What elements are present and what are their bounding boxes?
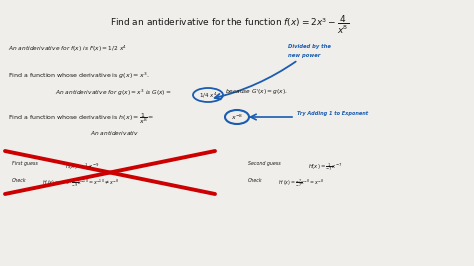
Text: Divided by the: Divided by the bbox=[288, 44, 331, 49]
Text: $x^{-8}$: $x^{-8}$ bbox=[231, 112, 243, 122]
Text: $H'(x) = -9 \cdot \frac{1}{-9}x^{-10} = x^{-10} \neq x^{-8}$: $H'(x) = -9 \cdot \frac{1}{-9}x^{-10} = … bbox=[42, 178, 119, 189]
Text: Try Adding 1 to Exponent: Try Adding 1 to Exponent bbox=[297, 111, 368, 117]
Text: Second guess: Second guess bbox=[248, 161, 281, 166]
Text: Find a function whose derivative is $g(x) = x^3$.: Find a function whose derivative is $g(x… bbox=[8, 71, 149, 81]
Text: First guess: First guess bbox=[12, 161, 38, 166]
Text: Check: Check bbox=[248, 178, 263, 183]
Text: $H(x) = \frac{1}{-7}x^{-7}$: $H(x) = \frac{1}{-7}x^{-7}$ bbox=[308, 161, 342, 173]
Text: $\mathit{because\ G'(x) = g(x).}$: $\mathit{because\ G'(x) = g(x).}$ bbox=[225, 88, 288, 97]
Text: Find an antiderivative for the function $f(x) = 2x^3 - \dfrac{4}{x^8}$: Find an antiderivative for the function … bbox=[110, 14, 349, 36]
Text: new power: new power bbox=[288, 53, 320, 58]
Text: $\mathit{An\ antiderivative\ for\ f(x)\ is\ F(x) = 1/2\ x^4}$: $\mathit{An\ antiderivative\ for\ f(x)\ … bbox=[8, 44, 127, 54]
Text: $H'(x) = \frac{-7}{-7}x^{-8} = x^{-8}$: $H'(x) = \frac{-7}{-7}x^{-8} = x^{-8}$ bbox=[278, 178, 325, 189]
Text: Find a function whose derivative is $h(x) = \dfrac{1}{x^8} = $: Find a function whose derivative is $h(x… bbox=[8, 111, 155, 126]
Text: $H(x) = \frac{1}{-9}x^{-9}$: $H(x) = \frac{1}{-9}x^{-9}$ bbox=[65, 161, 99, 173]
Text: $\mathit{An\ antiderivativ}$: $\mathit{An\ antiderivativ}$ bbox=[90, 129, 139, 137]
Text: $1/4\ x^4$: $1/4\ x^4$ bbox=[199, 90, 217, 100]
Text: $\mathit{An\ antiderivative\ for\ g(x) = x^3\ is\ G(x) = }$: $\mathit{An\ antiderivative\ for\ g(x) =… bbox=[55, 88, 172, 98]
Text: Check: Check bbox=[12, 178, 27, 183]
